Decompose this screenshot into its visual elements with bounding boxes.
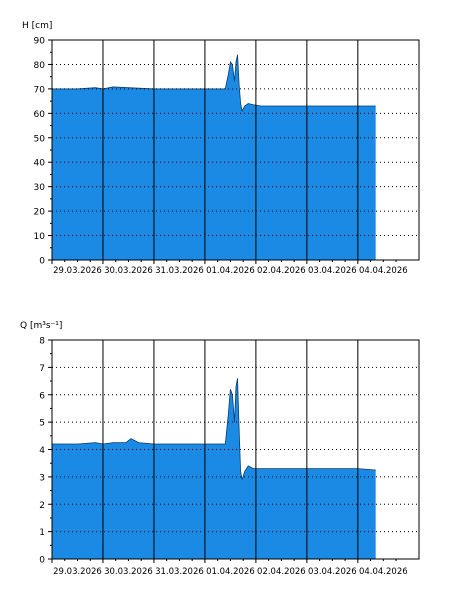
plot-frame (51, 39, 420, 261)
y-tick-label: 8 (39, 337, 45, 347)
y-axis-label: H [cm] (22, 21, 52, 31)
y-tick-label: 5 (39, 419, 45, 429)
y-tick-label: 6 (39, 391, 45, 401)
x-tick-label: 04.04.2026 (359, 266, 408, 276)
y-tick-label: 80 (34, 61, 46, 71)
x-tick-label: 03.04.2026 (308, 567, 357, 577)
y-tick-label: 1 (39, 528, 45, 538)
y-tick-label: 10 (34, 232, 46, 242)
chart-panel-1: 0 10 20 30 40 50 60 70 80 90 29.03.2026 30.03.2026 3… (22, 21, 420, 276)
y-tick-label: 60 (34, 110, 46, 120)
y-tick-label: 70 (34, 85, 46, 95)
y-tick-label: 50 (34, 134, 46, 144)
x-tick-label: 29.03.2026 (53, 266, 102, 276)
y-tick-label: 20 (34, 208, 46, 218)
x-tick-label: 01.04.2026 (206, 266, 255, 276)
y-tick-label: 2 (39, 501, 45, 511)
x-tick-label: 03.04.2026 (308, 266, 357, 276)
y-tick-label: 90 (34, 37, 46, 47)
x-tick-label: 29.03.2026 (53, 567, 102, 577)
plot-frame (51, 339, 420, 560)
series-line (52, 54, 376, 113)
x-tick-label: 02.04.2026 (257, 266, 306, 276)
y-tick-label: 3 (39, 473, 45, 483)
x-tick-label: 31.03.2026 (155, 567, 204, 577)
x-tick-label: 02.04.2026 (257, 567, 306, 577)
x-tick-label: 01.04.2026 (206, 567, 255, 577)
y-tick-label: 7 (39, 364, 45, 374)
y-tick-label: 4 (39, 446, 45, 456)
x-tick-label: 30.03.2026 (104, 266, 153, 276)
series-area (52, 378, 376, 559)
x-tick-label: 31.03.2026 (155, 266, 204, 276)
y-axis-label: Q [m³s⁻¹] (20, 321, 62, 331)
series-area (52, 54, 376, 260)
y-tick-label: 40 (34, 159, 46, 169)
y-tick-label: 0 (39, 556, 45, 566)
y-tick-label: 0 (39, 257, 45, 267)
x-tick-label: 30.03.2026 (104, 567, 153, 577)
series-line (52, 378, 376, 480)
y-tick-label: 30 (34, 183, 46, 193)
x-tick-label: 04.04.2026 (359, 567, 408, 577)
